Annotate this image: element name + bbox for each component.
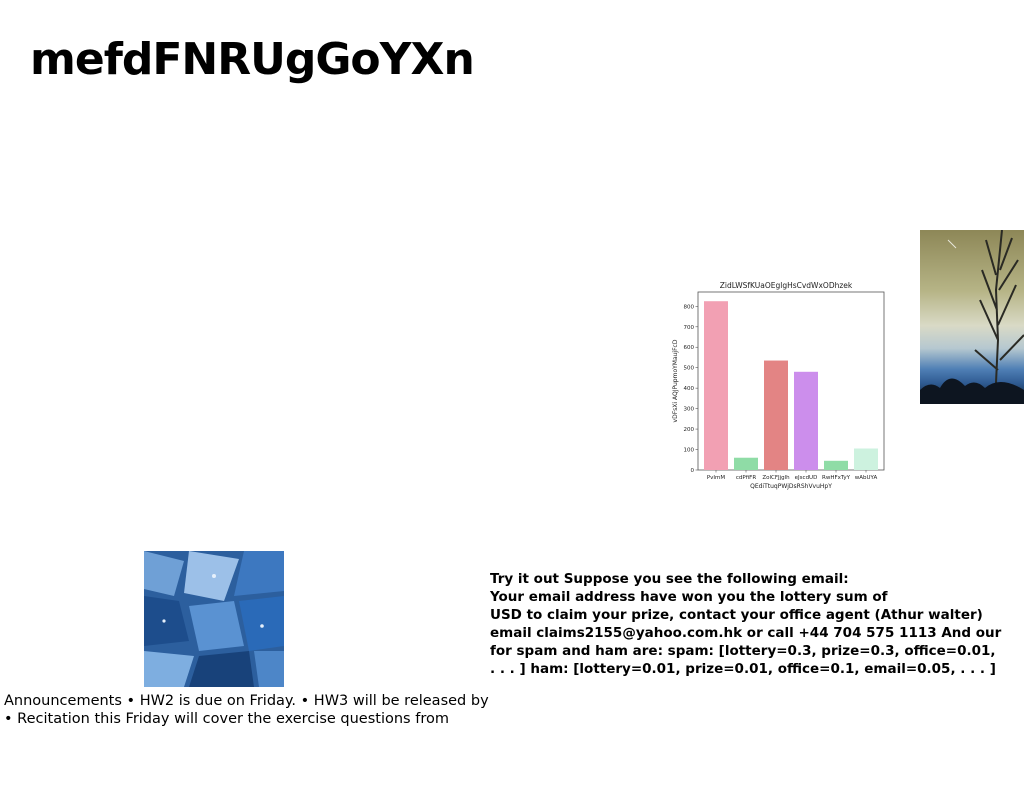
announcements-text: Announcements • HW2 is due on Friday. • …: [4, 692, 504, 728]
bar-wAbUYA: [854, 448, 878, 470]
x-tick-label: wAbUYA: [855, 475, 878, 481]
y-tick-label: 0: [691, 468, 695, 474]
announcement-line: Announcements • HW2 is due on Friday. • …: [4, 693, 489, 709]
plot-frame: [697, 291, 885, 471]
y-axis-label: vDFsXi AQJPupmoYMaujFcD: [672, 339, 679, 422]
y-tick-label: 300: [684, 407, 695, 413]
photo-blue-leaves: [144, 551, 284, 687]
email-example-text: Try it out Suppose you see the following…: [490, 570, 1024, 678]
bar-eJscdUD: [794, 371, 818, 470]
y-tick-label: 400: [684, 386, 695, 392]
email-line: . . . ] ham: [lottery=0.01, prize=0.01, …: [490, 661, 996, 677]
bar-cdPfiFR: [734, 457, 758, 470]
y-tick-label: 600: [684, 345, 695, 351]
y-tick-label: 200: [684, 427, 695, 433]
y-tick-label: 700: [684, 325, 695, 331]
bar-RwHFxTyY: [824, 460, 848, 470]
x-tick-label: cdPfiFR: [736, 475, 756, 481]
bar-ZolCFJjglh: [764, 360, 788, 470]
x-tick-label: RwHFxTyY: [822, 475, 851, 481]
slide-title: mefdFNRUgGoYXn: [30, 34, 475, 85]
x-axis-label: QEdiTtuqPWjDsRShVvuHpY: [750, 483, 832, 490]
email-line: for spam and ham are: spam: [lottery=0.3…: [490, 643, 996, 659]
x-tick-label: PvImM: [707, 475, 726, 481]
email-line: Your email address have won you the lott…: [490, 589, 888, 605]
y-tick-label: 500: [684, 366, 695, 372]
y-tick-label: 100: [684, 448, 695, 454]
photo-sky-trees: [920, 230, 1024, 404]
x-tick-label: ZolCFJjglh: [762, 475, 790, 481]
announcement-line: • Recitation this Friday will cover the …: [4, 711, 449, 727]
chart-title: ZidLWSfKUaOEglgHsCvdWxODhzek: [720, 281, 853, 290]
bar-PvImM: [704, 301, 728, 470]
email-line: email claims2155@yahoo.com.hk or call +4…: [490, 625, 1002, 641]
email-line: USD to claim your prize, contact your of…: [490, 607, 983, 623]
y-tick-label: 800: [684, 304, 695, 310]
email-line: Try it out Suppose you see the following…: [490, 571, 849, 587]
bar-chart: ZidLWSfKUaOEglgHsCvdWxODhzek 0 100 200 300 4…: [672, 281, 885, 490]
x-tick-label: eJscdUD: [795, 475, 818, 481]
